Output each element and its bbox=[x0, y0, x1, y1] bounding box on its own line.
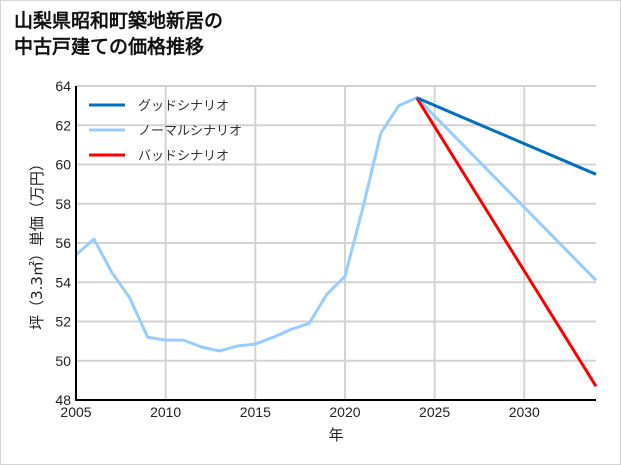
y-tick-label: 58 bbox=[55, 196, 71, 212]
chart-title-line2: 中古戸建ての価格推移 bbox=[14, 36, 205, 58]
y-tick-label: 54 bbox=[55, 274, 71, 290]
axes bbox=[75, 86, 596, 401]
y-tick-label: 48 bbox=[55, 392, 71, 408]
x-axis-label: 年 bbox=[328, 426, 343, 444]
x-tick-label: 2020 bbox=[329, 404, 360, 420]
x-tick-label: 2015 bbox=[240, 404, 271, 420]
y-tick-label: 62 bbox=[55, 117, 71, 133]
legend-label: ノーマルシナリオ bbox=[138, 124, 242, 139]
tick-labels: 48 50 52 54 56 58 60 62 64 2005 2010 2015 2020 2025 20… bbox=[55, 78, 540, 420]
legend-label: バッドシナリオ bbox=[138, 149, 229, 164]
chart-title: 山梨県昭和町築地新居の 中古戸建ての価格推移 bbox=[14, 8, 223, 60]
x-tick-label: 2005 bbox=[60, 404, 91, 420]
y-tick-label: 56 bbox=[55, 235, 71, 251]
x-tick-label: 2010 bbox=[150, 404, 181, 420]
y-tick-label: 64 bbox=[55, 78, 71, 94]
legend-label: グッドシナリオ bbox=[138, 99, 229, 114]
data-lines bbox=[75, 96, 598, 388]
x-tick-label: 2025 bbox=[419, 404, 450, 420]
x-tick-label: 2030 bbox=[509, 404, 540, 420]
series-line bbox=[416, 96, 597, 176]
series-line bbox=[75, 96, 598, 353]
series-line bbox=[415, 96, 598, 388]
y-tick-label: 52 bbox=[55, 314, 71, 330]
y-tick-label: 60 bbox=[55, 157, 71, 173]
y-axis-label: 坪（3.3㎡）単価（万円） bbox=[28, 156, 46, 330]
y-tick-label: 50 bbox=[55, 353, 71, 369]
chart-title-line1: 山梨県昭和町築地新居の bbox=[14, 10, 224, 32]
